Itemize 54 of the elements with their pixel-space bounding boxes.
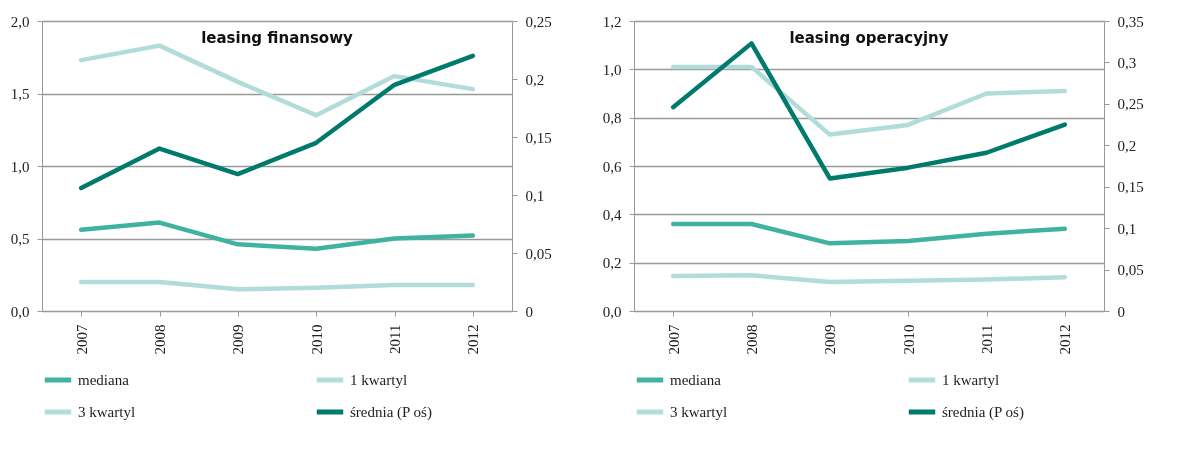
line-series [670, 272, 1068, 285]
y-tick-label: 1,5 [10, 86, 30, 102]
legend-label: 1 kwartyl [350, 372, 408, 388]
x-tick-label: 2012 [465, 324, 482, 355]
x-tick-label: 2009 [822, 324, 839, 355]
y-tick-label: 0,5 [10, 231, 30, 247]
y2-tick-label: 0,1 [1117, 220, 1137, 237]
y-tick-label: 0,8 [602, 110, 622, 127]
x-tick-label: 2007 [665, 324, 682, 355]
legend-label: mediana [78, 372, 130, 388]
y2-tick-label: 0,15 [525, 129, 552, 146]
legend-label: średnia (P oś) [942, 404, 1024, 421]
x-tick-label: 2008 [744, 324, 760, 355]
y-tick-label: 0,4 [602, 206, 622, 223]
line-series [78, 53, 476, 191]
y2-tick-label: 0,3 [1117, 54, 1137, 71]
line-series [670, 221, 1068, 246]
y2-tick-label: 0,2 [1117, 137, 1137, 154]
legend-label: 3 kwartyl [78, 404, 136, 420]
line-series [78, 220, 476, 251]
x-tick-label: 2010 [900, 324, 917, 355]
line-series [78, 279, 476, 292]
y-tick-label: 0,0 [10, 303, 30, 320]
y-tick-label: 1,2 [602, 13, 622, 30]
text: leasing finansowy [201, 29, 354, 47]
y2-tick-label: 0,2 [525, 71, 545, 88]
y2-tick-label: 0,05 [1117, 262, 1144, 279]
y-tick-label: 0,0 [602, 303, 622, 320]
y-tick-label: 2,0 [10, 13, 30, 30]
y2-tick-label: 0,25 [525, 13, 552, 30]
legend-label: średnia (P oś) [350, 404, 432, 421]
y-tick-label: 0,6 [602, 158, 622, 175]
y-tick-label: 0,2 [602, 255, 622, 272]
legend-label: mediana [670, 372, 722, 388]
y2-tick-label: 0 [525, 303, 533, 320]
x-tick-label: 2012 [1057, 324, 1074, 355]
y2-tick-label: 0,35 [1117, 13, 1144, 30]
legend-label: 1 kwartyl [942, 372, 1000, 388]
y2-tick-label: 0,1 [525, 187, 545, 204]
x-tick-label: 2010 [308, 324, 325, 355]
legend-label: 3 kwartyl [670, 404, 728, 420]
y2-tick-label: 0,05 [525, 245, 552, 262]
y2-tick-label: 0,15 [1117, 179, 1144, 196]
y-tick-label: 1,0 [602, 61, 622, 78]
y2-tick-label: 0,25 [1117, 96, 1144, 113]
x-tick-label: 2011 [979, 324, 995, 354]
x-tick-label: 2007 [73, 324, 90, 355]
x-tick-label: 2008 [152, 324, 168, 355]
line-series [670, 64, 1068, 137]
y-tick-label: 1,0 [10, 158, 30, 175]
y2-tick-label: 0 [1117, 303, 1125, 320]
x-tick-label: 2009 [230, 324, 247, 355]
x-tick-label: 2011 [387, 324, 403, 354]
text: leasing operacyjny [789, 29, 949, 47]
